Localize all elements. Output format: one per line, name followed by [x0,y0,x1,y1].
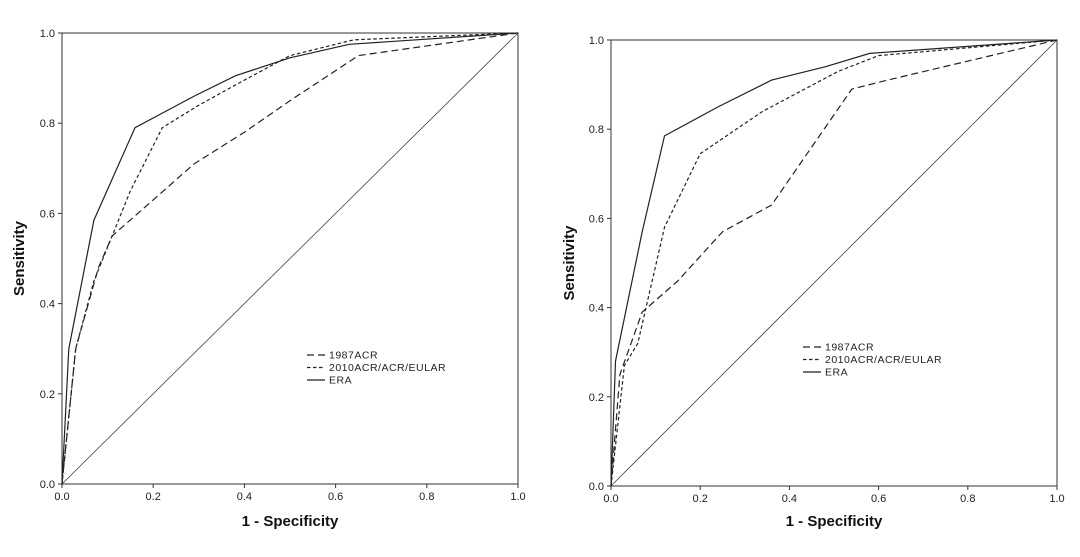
reference-diagonal [610,39,1058,487]
series-line-1987ACR [61,32,519,485]
legend-label: 1987ACR [329,350,378,362]
legend-label: 1987ACR [825,342,874,354]
y-tick-label: 0.8 [589,124,604,136]
y-tick-label: 0.2 [589,392,604,404]
roc-chart-2: 0.0 0.2 0.4 0.6 0.8 1.0 0.0 0.2 0.4 0.6 0.8 1.0 1 - … [561,35,1065,530]
y-tick-label: 0.6 [40,208,55,220]
y-axis-title: Sensitivity [11,220,28,296]
x-tick-label: 0.6 [328,491,343,503]
plot-frame [610,39,1058,487]
y-tick-label: 0.2 [40,389,55,401]
y-tick-label: 0.0 [589,481,604,493]
x-tick-label: 0.0 [54,491,69,503]
y-axis-title: Sensitivity [561,225,578,301]
series-line-ERA [610,39,1058,487]
x-tick-label: 1.0 [1049,493,1064,505]
legend-label: ERA [825,367,848,379]
y-tick-label: 1.0 [589,35,604,47]
y-tick-label: 0.4 [589,303,604,315]
y-tick-label: 0.6 [589,213,604,225]
x-tick-label: 0.8 [419,491,434,503]
y-tick-label: 0.4 [40,299,55,311]
y-tick-label: 0.8 [40,118,55,130]
x-axis-title: 1 - Specificity [786,513,883,530]
x-tick-label: 1.0 [510,491,525,503]
x-tick-label: 0.0 [603,493,618,505]
x-tick-label: 0.6 [871,493,886,505]
roc-chart-1: 0.0 0.2 0.4 0.6 0.8 1.0 0.0 0.2 0.4 0.6 0.8 1.0 1 - … [11,28,526,530]
legend-label: ERA [329,375,352,387]
x-axis-title: 1 - Specificity [242,513,339,530]
plot-frame [61,32,519,485]
legend-label: 2010ACR/ACR/EULAR [329,362,446,374]
x-tick-label: 0.4 [782,493,797,505]
series-line-2010ACR/ACR/EULAR [61,32,519,485]
y-tick-label: 1.0 [40,28,55,40]
x-tick-label: 0.8 [960,493,975,505]
x-tick-label: 0.4 [237,491,252,503]
series-line-ERA [61,32,519,485]
series-line-1987ACR [610,39,1058,487]
x-tick-label: 0.2 [146,491,161,503]
reference-diagonal [61,32,519,485]
y-tick-label: 0.0 [40,479,55,491]
legend-label: 2010ACR/ACR/EULAR [825,354,942,366]
x-tick-label: 0.2 [693,493,708,505]
